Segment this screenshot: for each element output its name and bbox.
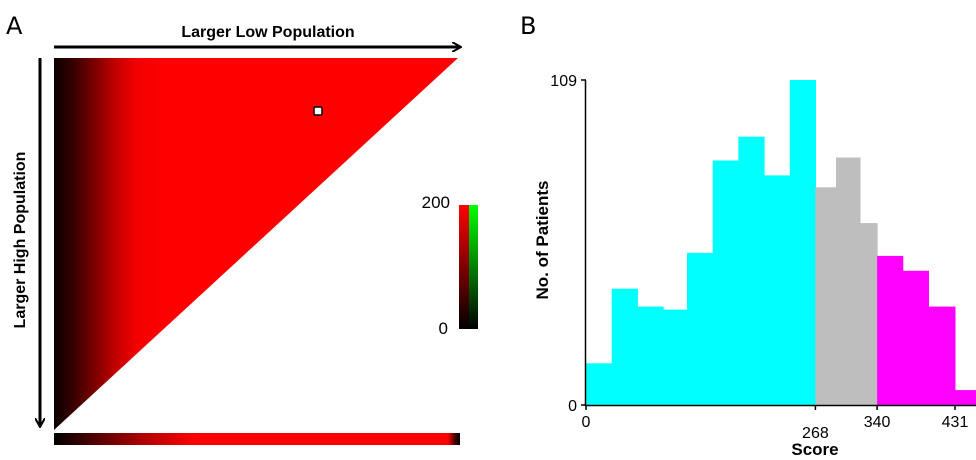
histogram-bar-1: [611, 288, 638, 405]
colorbar-green: [469, 205, 478, 329]
histogram-bar-11: [860, 223, 878, 405]
histogram-bar-4: [687, 252, 714, 405]
histogram-bar-10: [836, 157, 861, 405]
panel-b-letter: B: [520, 12, 537, 40]
x-tick-label-1: 268: [802, 425, 829, 442]
histogram-bar-2: [637, 306, 664, 405]
histogram-bar-13: [902, 270, 929, 405]
y-tick-label-1: 109: [550, 73, 577, 90]
histogram-bars: [586, 80, 976, 405]
histogram-bar-0: [586, 363, 613, 405]
histogram-bar-14: [928, 306, 956, 405]
histogram-ticks: 0 268 340 431 0 109: [550, 73, 968, 442]
colorbar-max-label: 200: [422, 193, 450, 212]
heatmap-marker: [313, 106, 323, 116]
panel-b: 0 268 340 431 0 109 No. of Patients Score: [533, 73, 976, 459]
x-axis-title: Score: [791, 440, 838, 459]
colorbar-red: [459, 205, 469, 329]
histogram-bar-15: [955, 390, 976, 405]
colorbar-min-label: 0: [439, 319, 448, 338]
heatmap-bottom-strip: [54, 433, 460, 445]
histogram-bar-12: [877, 255, 904, 405]
heatmap-triangle: [54, 58, 458, 430]
histogram-bar-3: [663, 309, 688, 405]
y-axis-title: No. of Patients: [533, 180, 552, 299]
panel-a: Larger Low Population Larger High Popula…: [12, 24, 478, 445]
top-arrow-label: Larger Low Population: [181, 24, 354, 41]
histogram-bar-5: [712, 160, 739, 405]
colorbar: 200 0: [422, 193, 478, 338]
left-arrow-label: Larger High Population: [12, 152, 29, 329]
y-tick-label-0: 0: [568, 398, 577, 415]
x-tick-label-0: 0: [582, 414, 591, 431]
panel-a-letter: A: [6, 12, 23, 40]
histogram-bar-7: [764, 175, 791, 405]
histogram-bar-9: [815, 187, 837, 405]
x-tick-label-2: 340: [864, 414, 891, 431]
histogram-bar-8: [789, 80, 816, 405]
histogram-bar-6: [738, 136, 765, 405]
x-tick-label-3: 431: [942, 414, 969, 431]
